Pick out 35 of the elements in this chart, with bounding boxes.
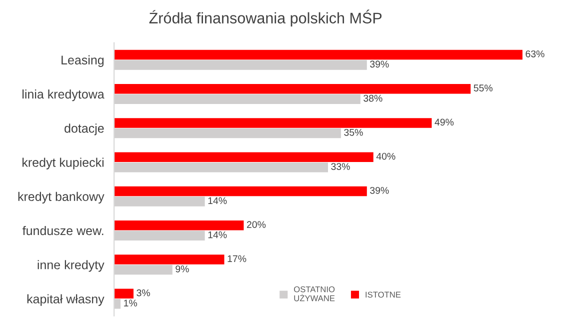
y-tick-label: dotacje <box>64 124 104 136</box>
y-tick-label: fundusze wew. <box>22 226 104 236</box>
y-tick-label: kapitał własny <box>27 294 104 306</box>
bar <box>114 118 432 128</box>
data-label: 63% <box>526 50 544 58</box>
data-label: 39% <box>370 60 389 68</box>
bar <box>114 50 522 60</box>
bar <box>114 220 244 230</box>
bar <box>114 152 374 162</box>
data-label: 38% <box>364 94 382 102</box>
data-label: 9% <box>176 265 189 272</box>
data-label: 49% <box>434 118 454 126</box>
chart-title: Źródła finansowania polskich MŚP <box>149 10 382 26</box>
legend-label: ISTOTNE <box>366 292 401 298</box>
data-label: 20% <box>246 221 266 228</box>
data-label: 35% <box>344 128 363 136</box>
data-label: 3% <box>136 289 150 296</box>
data-label: 14% <box>208 231 227 238</box>
data-label: 17% <box>228 255 246 262</box>
data-label: 14% <box>208 197 227 204</box>
y-tick-label: inne kredyty <box>38 260 104 272</box>
y-tick-label: kredyt kupiecki <box>22 158 104 170</box>
data-label: 1% <box>124 300 138 306</box>
bar <box>114 84 471 94</box>
bar <box>114 186 367 196</box>
y-tick-label: linia kredytowa <box>22 89 104 102</box>
legend-label: OSTATNIO UŻYWANE <box>294 286 335 302</box>
data-label: 40% <box>376 152 396 160</box>
bar <box>114 254 224 264</box>
y-tick-label: kredyt bankowy <box>18 192 104 204</box>
y-tick-label: Leasing <box>62 55 104 67</box>
data-label: 39% <box>370 186 389 194</box>
data-label: 55% <box>474 84 492 92</box>
data-label: 33% <box>331 163 350 170</box>
bar <box>114 288 134 299</box>
